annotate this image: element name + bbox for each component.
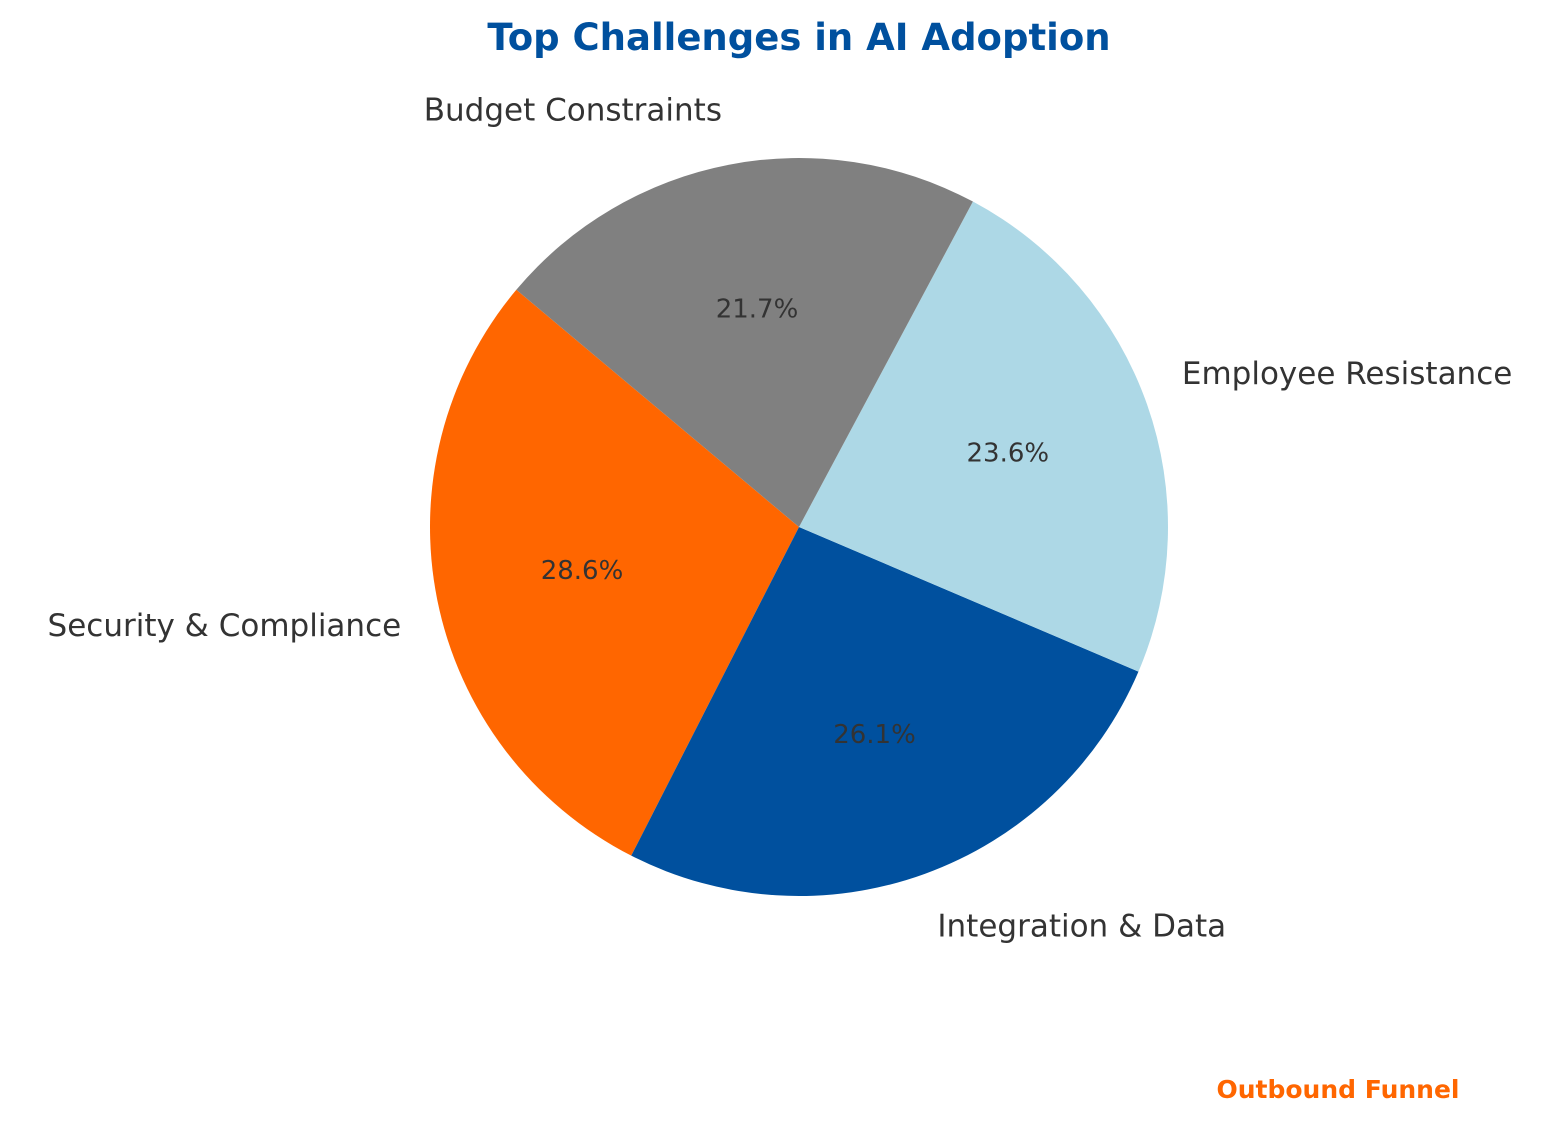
pie-slices (430, 158, 1168, 896)
pie-slice-budget-constraints (516, 158, 973, 527)
slice-label-budget-constraints: Budget Constraints (424, 93, 722, 129)
slice-percent-integration-data: 26.1% (833, 720, 916, 750)
slice-percent-security-compliance: 28.6% (541, 556, 624, 586)
pie-slice-employee-resistance (799, 201, 1168, 672)
slice-label-security-compliance: Security & Compliance (48, 608, 402, 644)
pie-slice-security-compliance (430, 289, 799, 856)
pie-labels: Security & Compliance 28.6% Integration & … (48, 93, 1513, 945)
brand-watermark: Outbound Funnel (1216, 1075, 1459, 1104)
slice-percent-employee-resistance: 23.6% (966, 439, 1049, 469)
slice-label-employee-resistance: Employee Resistance (1182, 356, 1512, 392)
pie-slice-integration-data (631, 527, 1139, 896)
chart-title: Top Challenges in AI Adoption (487, 16, 1110, 59)
slice-percent-budget-constraints: 21.7% (716, 295, 799, 325)
slice-label-integration-data: Integration & Data (937, 909, 1226, 945)
